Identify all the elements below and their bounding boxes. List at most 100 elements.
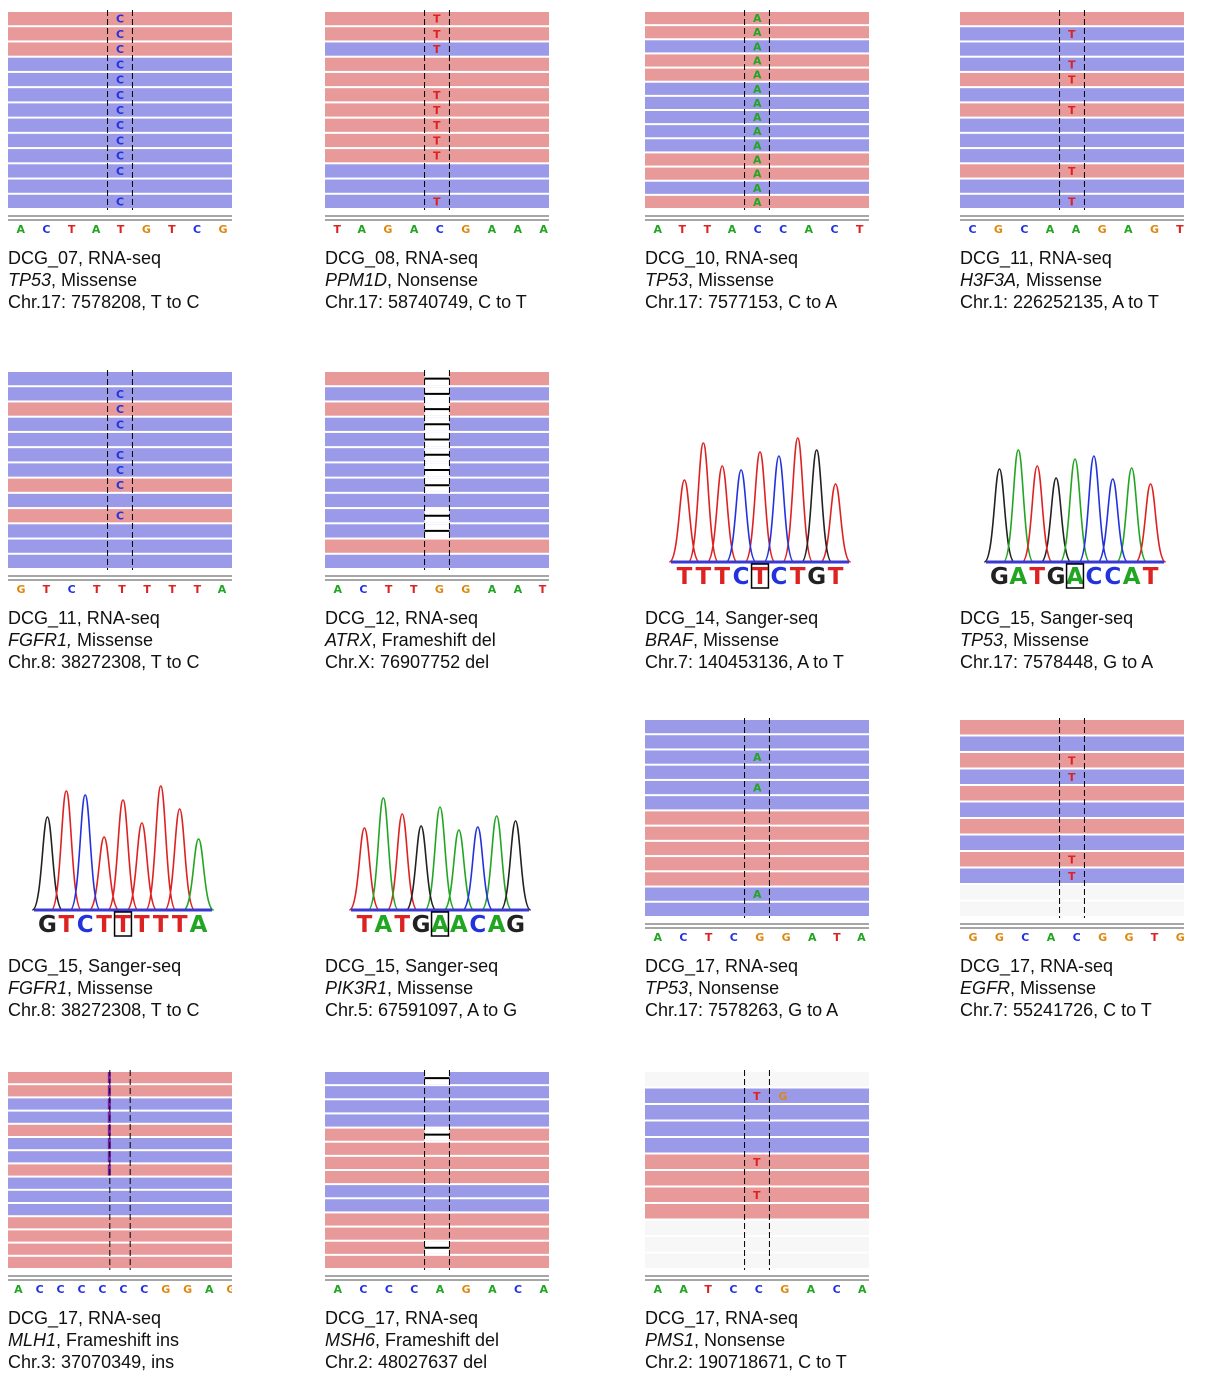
gene-line: MLH1, Frameshift ins xyxy=(8,1329,244,1351)
empty-row xyxy=(645,1237,869,1252)
read-base: C xyxy=(116,418,142,431)
igv-view: TGTTAATCCGACA xyxy=(645,1070,869,1298)
read-base: C xyxy=(116,43,142,56)
empty-row xyxy=(645,1254,869,1269)
mutation-effect: , Missense xyxy=(1003,630,1089,650)
read xyxy=(960,786,1184,801)
read-base: T xyxy=(433,104,458,117)
read-base: A xyxy=(753,12,779,25)
genomic-position: Chr.7: 140453136, A to T xyxy=(645,651,881,673)
empty-row xyxy=(960,885,1184,900)
read-base: C xyxy=(116,89,142,102)
read xyxy=(325,540,549,553)
read-base: T xyxy=(1068,870,1093,883)
empty-row xyxy=(645,1072,869,1087)
trace xyxy=(669,438,850,562)
read xyxy=(325,73,549,86)
read xyxy=(645,1204,869,1219)
read-base: C xyxy=(116,13,142,26)
read xyxy=(8,180,232,193)
gene-name: TP53 xyxy=(8,270,51,290)
read-base: C xyxy=(116,479,142,492)
read-base: T xyxy=(433,134,458,147)
gene-line: FGFR1, Missense xyxy=(8,977,244,999)
sample-label: DCG_07, RNA-seq xyxy=(8,247,244,269)
trace xyxy=(463,827,493,910)
read xyxy=(325,180,549,193)
read-base: C xyxy=(116,510,142,523)
read-base: C xyxy=(116,195,142,208)
mutation-effect: , Missense xyxy=(1010,978,1096,998)
read xyxy=(645,735,869,748)
read xyxy=(8,1164,232,1175)
read xyxy=(960,134,1184,147)
read-base: A xyxy=(753,125,779,138)
read-base: T xyxy=(433,150,458,163)
read xyxy=(8,372,232,385)
genomic-position: Chr.X: 76907752 del xyxy=(325,651,561,673)
read xyxy=(325,494,549,507)
genomic-position: Chr.17: 7578263, G to A xyxy=(645,999,881,1021)
figure-panel: ACCCAGACADCG_17, RNA-seqMSH6, Frameshift… xyxy=(325,1070,561,1373)
mutation-effect: , Missense xyxy=(688,270,774,290)
figure-panel: CCCCCCCCCCCCACTATGTCG DCG_07, RNA-seqTP53… xyxy=(8,10,244,313)
read xyxy=(960,149,1184,162)
read-base: C xyxy=(116,134,142,147)
igv-view: AAAAAAAAAAAAAAATTACCACT xyxy=(645,10,869,238)
read xyxy=(8,433,232,446)
sanger-trace: GTCTTTTTA xyxy=(8,718,232,946)
read xyxy=(325,1213,549,1225)
igv-view: TTTTGGCACGGTG xyxy=(960,718,1184,946)
igv-view: CCCCCCCCCCCCACTATGTCG xyxy=(8,10,232,238)
genomic-position: Chr.8: 38272308, T to C xyxy=(8,651,244,673)
read xyxy=(960,42,1184,55)
read-base: A xyxy=(753,888,779,901)
read-base: C xyxy=(116,74,142,87)
igv-view: CCCCCCCGTCTTTTTA xyxy=(8,370,232,598)
read xyxy=(8,1244,232,1255)
read-base: C xyxy=(116,104,142,117)
genomic-position: Chr.2: 190718671, C to T xyxy=(645,1351,881,1373)
read-base: A xyxy=(753,782,779,795)
caption: DCG_11, RNA-seqH3F3A, MissenseChr.1: 226… xyxy=(960,247,1196,313)
figure: CCCCCCCCCCCCACTATGTCGDCG_07, RNA-seqTP53… xyxy=(0,0,1208,1382)
sample-label: DCG_17, RNA-seq xyxy=(645,955,881,977)
read xyxy=(960,803,1184,818)
mutation-effect: , Frameshift del xyxy=(372,630,496,650)
read-base: C xyxy=(116,388,142,401)
reference-sequence: TAGACGAAA xyxy=(333,223,549,236)
read-base: T xyxy=(1068,754,1093,767)
read-base: T xyxy=(433,195,458,208)
read-base: T xyxy=(1068,74,1093,87)
read-base: A xyxy=(753,182,779,195)
read-base: A xyxy=(753,751,779,764)
gene-name: BRAF xyxy=(645,630,693,650)
read xyxy=(8,1204,232,1215)
read xyxy=(325,1086,549,1098)
reference-sequence: AATCCGACA xyxy=(653,1283,869,1296)
gene-name: MLH1 xyxy=(8,1330,56,1350)
gene-line: FGFR1, Missense xyxy=(8,629,244,651)
read-base: T xyxy=(433,89,458,102)
read xyxy=(8,1112,232,1123)
sample-label: DCG_17, RNA-seq xyxy=(960,955,1196,977)
trace xyxy=(183,839,213,910)
read-base: A xyxy=(753,40,779,53)
figure-panel: TGTTAATCCGACADCG_17, RNA-seqPMS1, Nonsen… xyxy=(645,1070,881,1373)
reference-sequence: ACTCGGATA xyxy=(653,931,869,944)
figure-panel: AAAACTCGGATADCG_17, RNA-seqTP53, Nonsens… xyxy=(645,718,881,1021)
read-base: T xyxy=(753,1156,778,1169)
read-base: A xyxy=(753,69,779,82)
read-base: C xyxy=(116,464,142,477)
sample-label: DCG_11, RNA-seq xyxy=(960,247,1196,269)
read xyxy=(645,1122,869,1137)
read-base: A xyxy=(753,26,779,39)
read xyxy=(645,842,869,855)
gene-name: MSH6 xyxy=(325,1330,375,1350)
gene-line: MSH6, Frameshift del xyxy=(325,1329,561,1351)
gene-name: TP53 xyxy=(645,978,688,998)
reference-sequence: ACCCCCCGGAG xyxy=(14,1283,232,1296)
trace xyxy=(1022,466,1166,562)
gene-name: FGFR1 xyxy=(8,978,67,998)
igv-view: ACCCCCCGGAG xyxy=(8,1070,232,1298)
